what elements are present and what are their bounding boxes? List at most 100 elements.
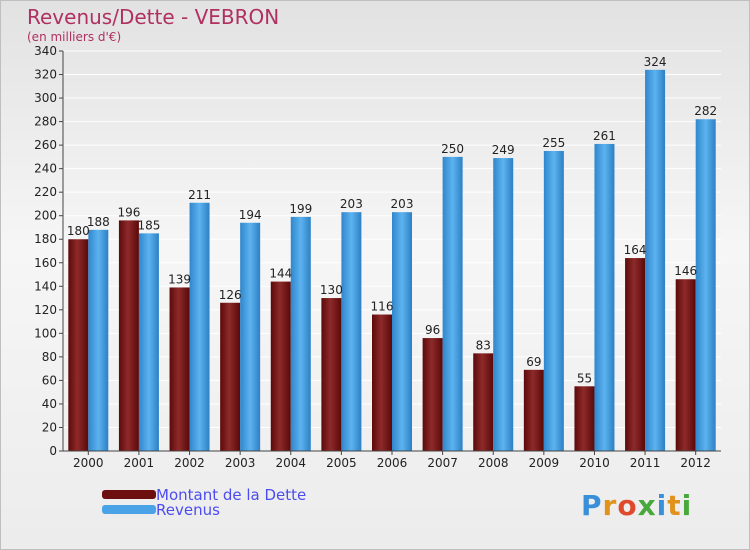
legend-swatch-debt <box>102 490 156 499</box>
legend-label-revenus: Revenus <box>156 501 220 519</box>
bar-debt <box>118 220 139 451</box>
data-label-revenus: 249 <box>492 143 515 157</box>
y-tick-label: 40 <box>42 397 57 411</box>
y-tick-label: 160 <box>34 256 57 270</box>
data-label-debt: 139 <box>168 272 191 286</box>
data-label-revenus: 250 <box>441 142 464 156</box>
bar-debt <box>169 287 190 451</box>
bar-debt <box>68 239 89 451</box>
bar-debt <box>625 258 646 451</box>
bar-revenus <box>189 202 210 451</box>
data-label-debt: 83 <box>476 338 491 352</box>
bar-revenus <box>695 119 716 451</box>
bar-debt <box>220 302 241 451</box>
logo-letter: i <box>681 489 693 522</box>
bar-debt <box>372 314 392 451</box>
data-label-revenus: 261 <box>593 129 616 143</box>
y-tick-label: 260 <box>34 138 57 152</box>
bar-debt <box>270 281 291 451</box>
data-label-debt: 164 <box>624 243 647 257</box>
x-tick-label: 2003 <box>225 456 256 470</box>
logo-letter: P <box>581 489 603 522</box>
x-tick-label: 2010 <box>579 456 610 470</box>
x-tick-label: 2008 <box>478 456 509 470</box>
bar-revenus <box>240 222 261 451</box>
x-axis: 2000 2001 2002 2003 2004 2005 2006 2007 2008 2009… <box>63 450 721 470</box>
y-tick-label: 0 <box>49 444 57 458</box>
y-tick-label: 140 <box>34 279 57 293</box>
bar-revenus <box>341 212 362 451</box>
data-label-revenus: 199 <box>289 202 312 216</box>
logo-letter: x <box>637 489 657 522</box>
bar-revenus <box>138 233 159 451</box>
bar-debt <box>523 369 544 451</box>
bar-debt <box>675 279 696 451</box>
data-label-revenus: 255 <box>542 136 565 150</box>
data-label-debt: 69 <box>526 355 541 369</box>
x-tick-label: 2011 <box>630 456 661 470</box>
data-label-debt: 116 <box>371 300 394 314</box>
data-label-debt: 144 <box>269 267 292 281</box>
data-label-revenus: 203 <box>391 197 414 211</box>
data-label-debt: 180 <box>67 224 90 238</box>
bars <box>68 69 716 452</box>
bar-debt <box>473 353 494 451</box>
y-axis: 0 20 40 60 80 100 120 140 160 180 200 220 240 260 280 3… <box>34 44 64 458</box>
data-label-revenus: 282 <box>694 104 717 118</box>
data-label-revenus: 188 <box>87 215 110 229</box>
data-label-debt: 55 <box>577 371 592 385</box>
y-tick-label: 340 <box>34 44 57 58</box>
data-label-debt: 146 <box>674 264 697 278</box>
bar-revenus <box>543 151 564 451</box>
x-tick-label: 2002 <box>174 456 205 470</box>
data-label-revenus: 324 <box>644 55 667 69</box>
bar-revenus <box>392 212 412 451</box>
y-tick-label: 80 <box>42 350 57 364</box>
logo-letter: i <box>656 489 668 522</box>
x-tick-label: 2001 <box>124 456 155 470</box>
y-tick-label: 120 <box>34 303 57 317</box>
data-label-revenus: 203 <box>340 197 363 211</box>
y-tick-label: 300 <box>34 91 57 105</box>
bar-revenus <box>493 158 514 451</box>
logo-letter: t <box>667 489 682 522</box>
y-tick-label: 320 <box>34 68 57 82</box>
logo-letter: r <box>602 489 618 522</box>
data-label-revenus: 185 <box>137 218 160 232</box>
bar-debt <box>574 386 595 451</box>
x-tick-label: 2000 <box>73 456 104 470</box>
data-label-debt: 96 <box>425 323 440 337</box>
data-label-debt: 196 <box>117 205 140 219</box>
proxiti-logo: Proxiti <box>581 489 692 522</box>
x-tick-label: 2009 <box>529 456 560 470</box>
x-tick-label: 2012 <box>680 456 711 470</box>
x-tick-label: 2004 <box>275 456 306 470</box>
legend-label-debt: Montant de la Dette <box>156 486 307 504</box>
x-tick-label: 2007 <box>427 456 458 470</box>
chart-subtitle: (en milliers d'€) <box>27 30 122 44</box>
y-tick-label: 280 <box>34 115 57 129</box>
bar-debt <box>321 298 342 451</box>
chart-title: Revenus/Dette - VEBRON <box>27 5 280 29</box>
data-label-debt: 126 <box>219 288 242 302</box>
y-tick-label: 220 <box>34 185 57 199</box>
x-tick-label: 2006 <box>377 456 408 470</box>
y-tick-label: 20 <box>42 420 57 434</box>
data-label-revenus: 194 <box>239 208 262 222</box>
legend-swatch-revenus <box>102 505 156 514</box>
data-label-debt: 130 <box>320 283 343 297</box>
logo-letter: o <box>617 489 638 522</box>
y-tick-label: 200 <box>34 209 57 223</box>
y-tick-label: 60 <box>42 373 57 387</box>
y-tick-label: 100 <box>34 326 57 340</box>
y-tick-label: 180 <box>34 232 57 246</box>
bar-revenus <box>645 69 666 451</box>
bar-revenus <box>88 229 109 451</box>
data-label-revenus: 211 <box>188 188 211 202</box>
bar-debt <box>422 338 443 451</box>
y-tick-label: 240 <box>34 162 57 176</box>
bar-revenus <box>594 143 615 452</box>
